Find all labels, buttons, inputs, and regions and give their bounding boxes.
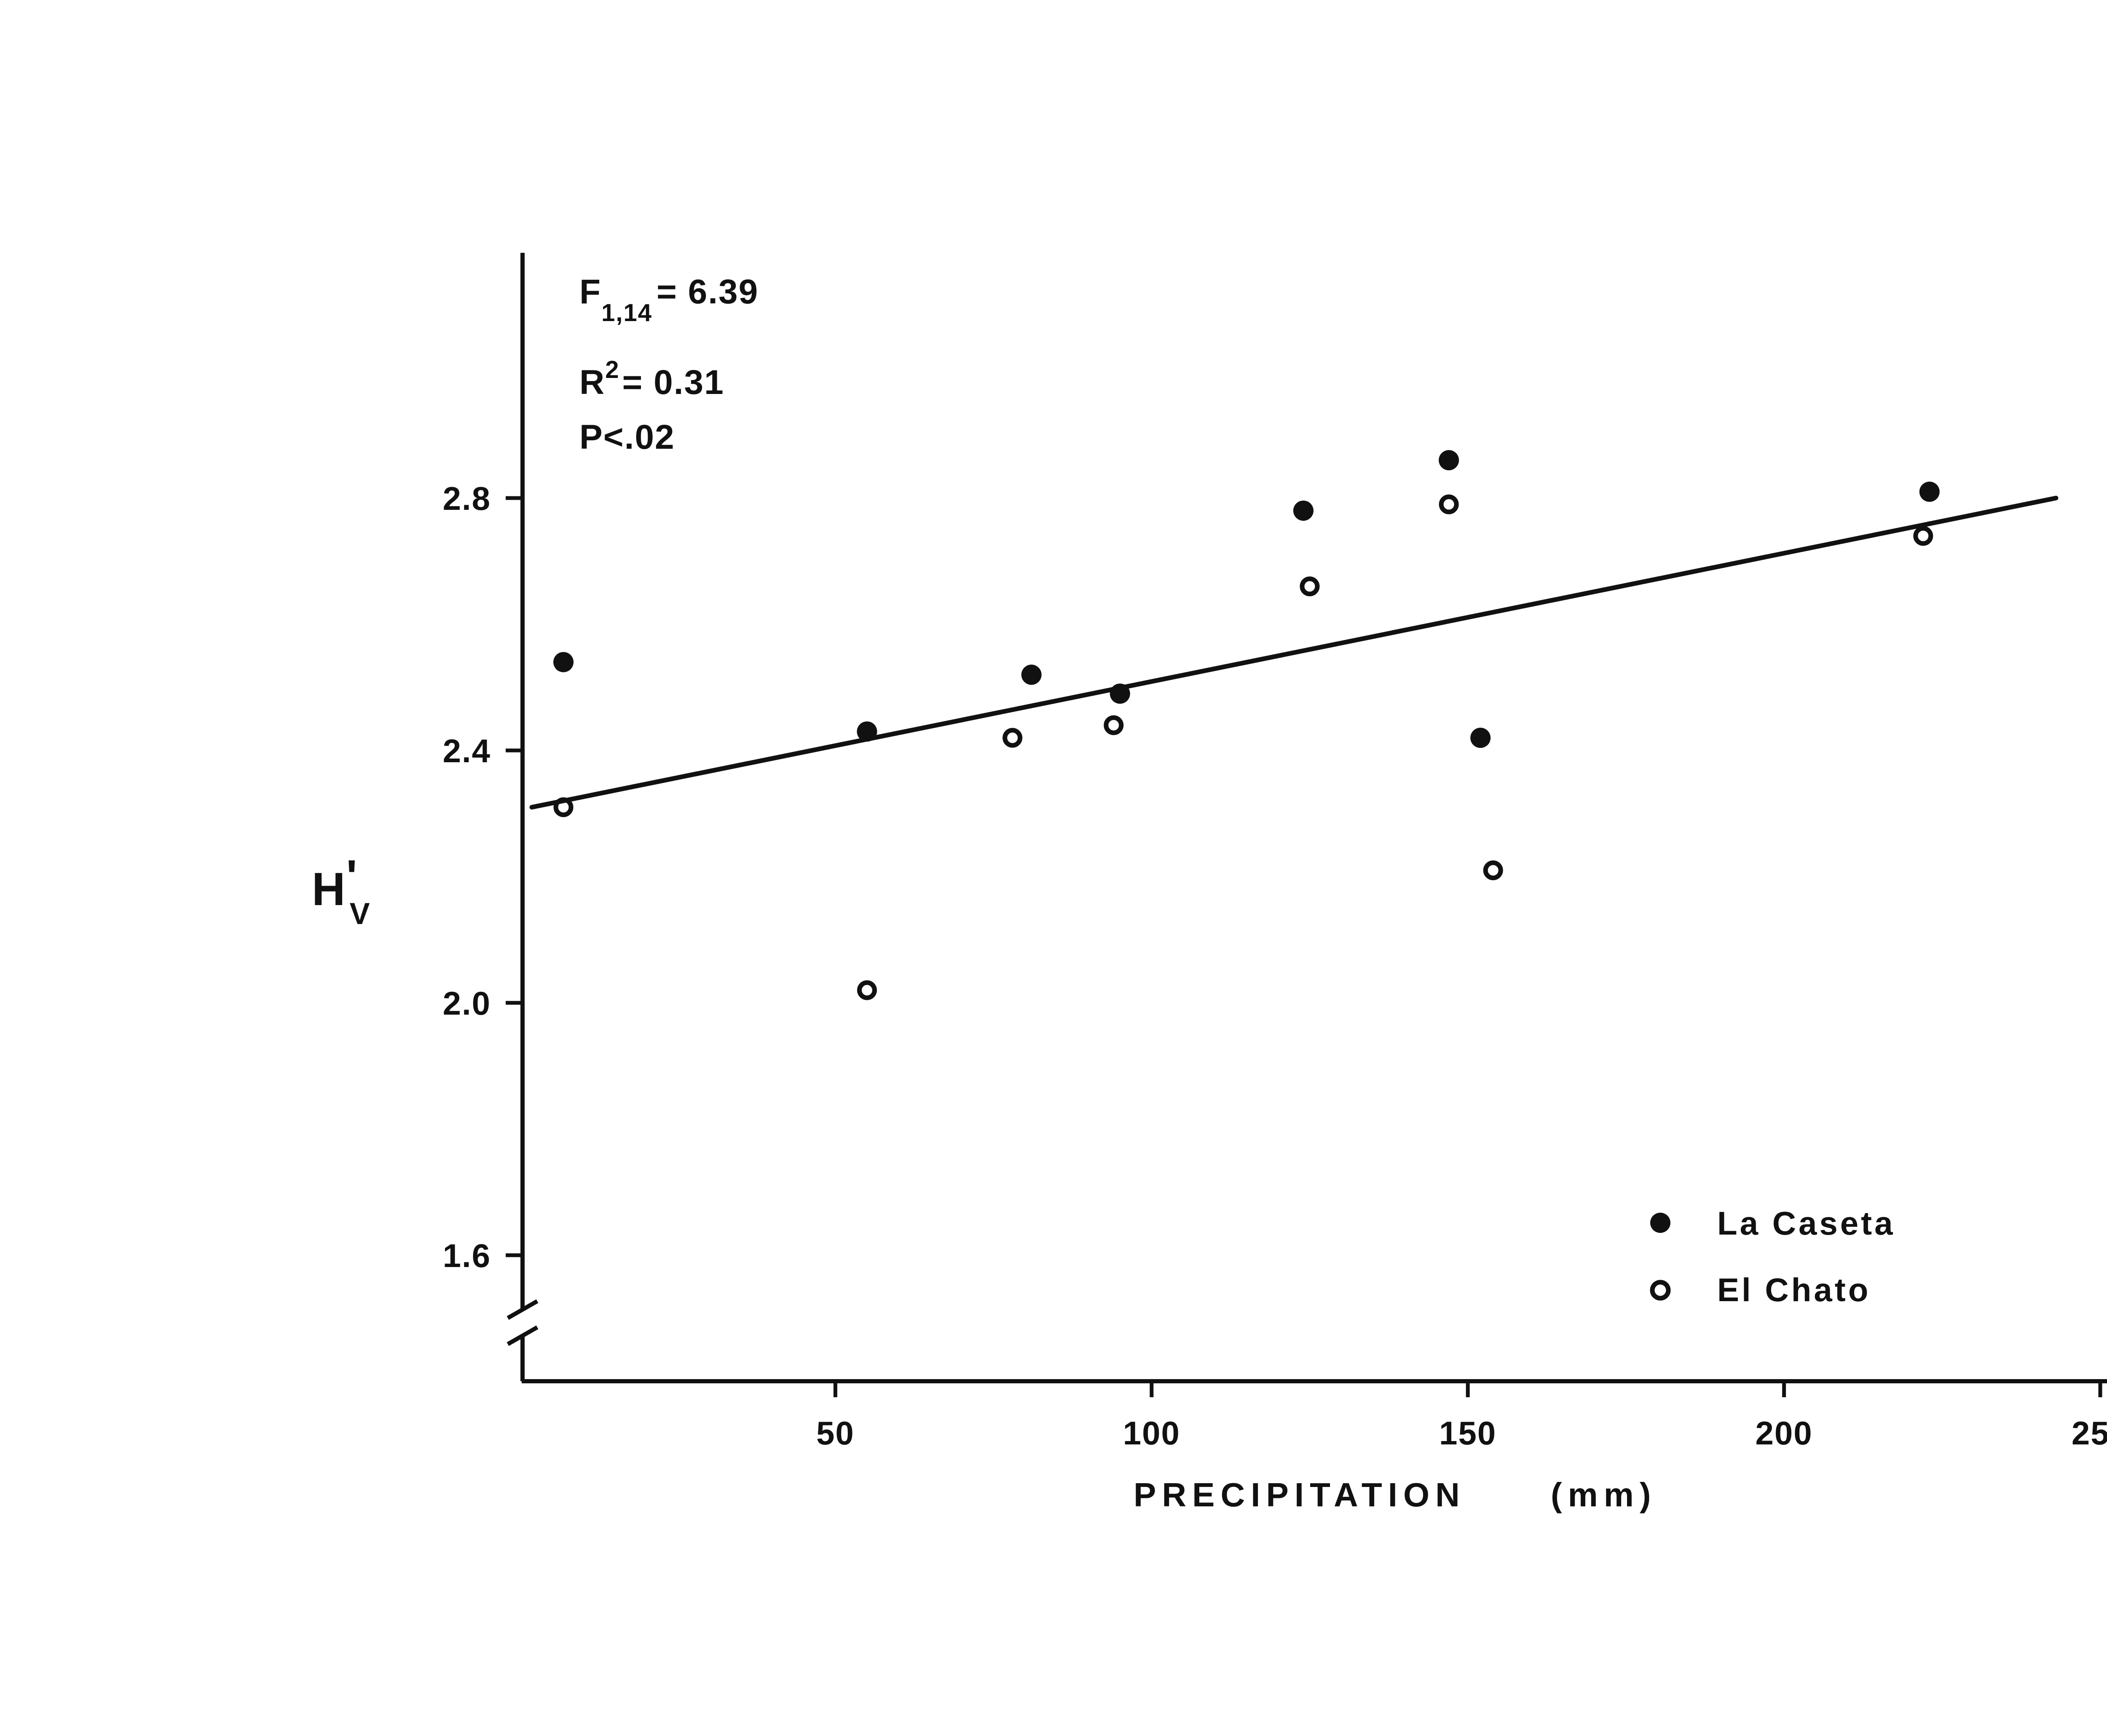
r-squared-superscript: 2 <box>605 356 619 383</box>
x-axis-title: PRECIPITATION <box>1134 1476 1466 1514</box>
marks-layer <box>529 450 2059 1000</box>
point-el-chato <box>1300 576 1320 597</box>
point-el-chato <box>553 797 574 817</box>
f-statistic-annotation: F1,14= 6.39 <box>579 273 759 327</box>
legend-label-la-caseta: La Caseta <box>1717 1205 1895 1242</box>
x-tick-label: 50 <box>816 1415 855 1452</box>
r-squared-annotation: R2= 0.31 <box>579 356 724 402</box>
point-el-chato <box>1483 860 1503 881</box>
y-tick-label: 1.6 <box>443 1237 491 1274</box>
point-la-caseta <box>1919 482 1940 502</box>
x-tick-label: 200 <box>1756 1415 1813 1452</box>
legend: La Caseta El Chato <box>1650 1205 1895 1308</box>
y-axis-break-mark-upper <box>507 1299 539 1320</box>
f-stat-subscript: 1,14 <box>601 299 652 327</box>
point-la-caseta <box>553 652 574 672</box>
point-el-chato <box>1913 526 1933 546</box>
point-la-caseta <box>857 721 877 742</box>
y-tick-label: 2.0 <box>443 985 491 1022</box>
legend-marker-el-chato <box>1650 1280 1671 1301</box>
legend-label-el-chato: El Chato <box>1717 1271 1871 1308</box>
r-squared-value: = 0.31 <box>622 363 724 402</box>
axes-layer: 50 100 150 200 250 1.6 2.0 2.4 2.8 <box>443 253 2107 1452</box>
f-stat-prefix: F <box>579 273 601 311</box>
y-axis-label-prime: ' <box>346 851 358 903</box>
point-la-caseta <box>1470 728 1491 748</box>
y-axis-label-main: H <box>312 863 346 915</box>
point-la-caseta <box>1293 500 1314 521</box>
x-tick-label: 150 <box>1439 1415 1496 1452</box>
x-tick-label: 250 <box>2072 1415 2107 1452</box>
point-la-caseta <box>1110 683 1130 704</box>
point-el-chato <box>1104 715 1124 735</box>
y-tick-label: 2.4 <box>443 732 491 769</box>
f-stat-value: = 6.39 <box>657 273 759 311</box>
y-tick-label: 2.8 <box>443 480 491 517</box>
point-la-caseta <box>1439 450 1459 471</box>
regression-line <box>529 496 2059 810</box>
point-el-chato <box>857 980 877 1000</box>
x-axis-unit: (mm) <box>1551 1476 1657 1514</box>
r-squared-prefix: R <box>579 363 605 402</box>
point-la-caseta <box>1021 664 1042 685</box>
legend-marker-la-caseta <box>1650 1213 1670 1233</box>
point-el-chato <box>1003 728 1023 748</box>
y-axis-label: H' V <box>312 851 371 931</box>
point-el-chato <box>1439 494 1459 514</box>
p-value-annotation: P<.02 <box>579 418 675 456</box>
x-tick-label: 100 <box>1123 1415 1180 1452</box>
y-axis-label-subscript: V <box>350 897 371 931</box>
y-axis-break-mark-lower <box>507 1325 539 1346</box>
